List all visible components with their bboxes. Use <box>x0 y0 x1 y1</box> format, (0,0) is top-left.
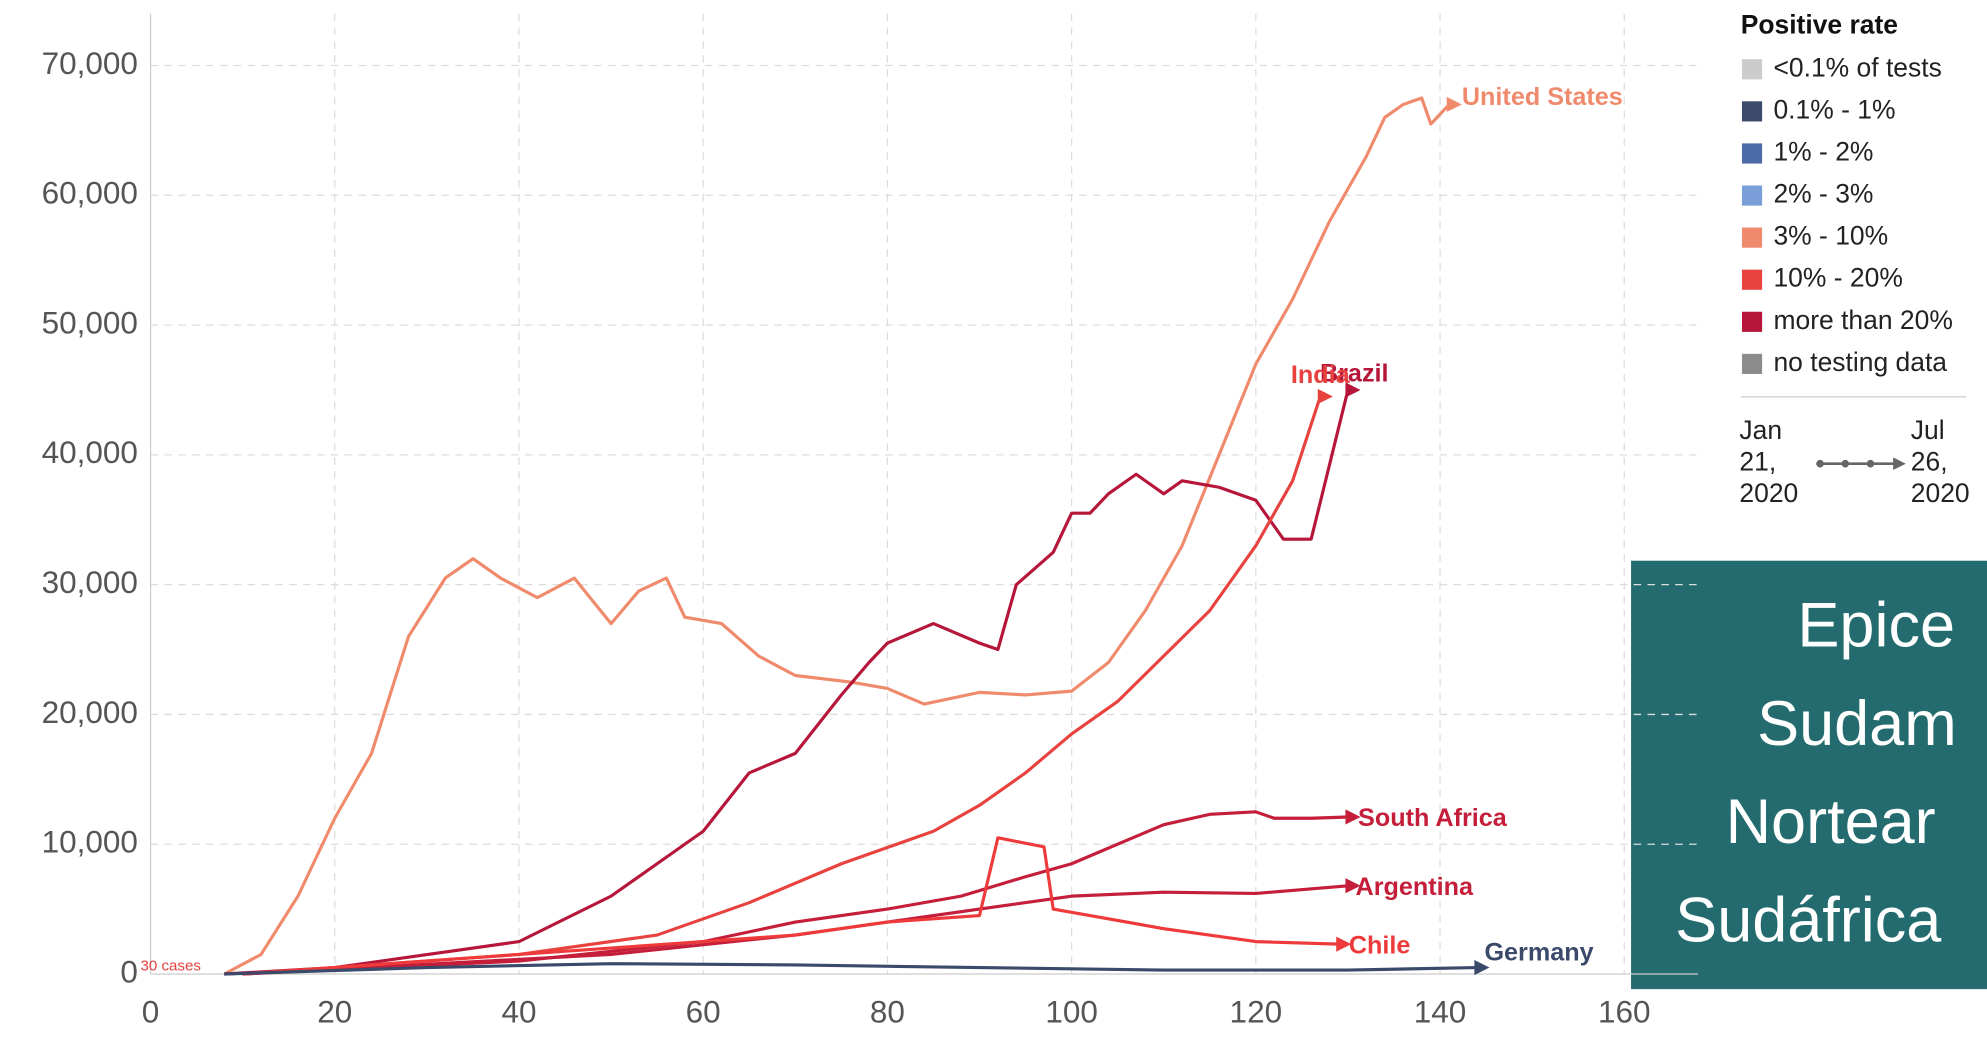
arrow-head <box>1345 382 1361 398</box>
overlay-box <box>1631 560 1987 990</box>
overlay-text: Nortear <box>1726 787 1936 857</box>
time-arrow-head <box>1893 457 1906 470</box>
series-label: India <box>1291 361 1351 389</box>
arrow-head <box>1345 878 1361 894</box>
series-label: South Africa <box>1358 804 1508 832</box>
legend-label: 1% - 2% <box>1773 136 1873 166</box>
y-tick-label: 0 <box>120 953 138 989</box>
x-tick-label: 40 <box>501 994 536 1030</box>
start-label: 30 cases <box>140 957 201 974</box>
y-tick-label: 60,000 <box>42 175 138 211</box>
series-line <box>242 810 1348 976</box>
x-tick-label: 120 <box>1230 994 1283 1030</box>
arrow-head <box>1317 388 1333 405</box>
legend-swatch <box>1741 227 1763 248</box>
series-line <box>223 96 1451 976</box>
legend-label: more than 20% <box>1773 305 1952 335</box>
x-tick-label: 140 <box>1414 994 1467 1030</box>
x-tick-label: 0 <box>142 994 160 1030</box>
legend-label: <0.1% of tests <box>1773 52 1941 82</box>
overlay-text: Sudam <box>1757 689 1957 759</box>
legend-swatch <box>1741 353 1763 374</box>
y-tick-label: 20,000 <box>42 694 138 730</box>
legend-label: 3% - 10% <box>1773 221 1888 251</box>
time-dot <box>1841 459 1850 468</box>
series-line <box>224 389 1350 976</box>
series-label: Brazil <box>1320 360 1389 388</box>
time-end: Jul <box>1911 415 1945 445</box>
arrow-head <box>1336 936 1352 952</box>
time-end: 26, <box>1911 447 1948 477</box>
arrow-head <box>1345 809 1361 825</box>
series-label: Argentina <box>1356 873 1475 901</box>
x-tick-label: 60 <box>686 994 721 1030</box>
arrow-head <box>1446 96 1462 113</box>
series-line <box>242 395 1322 976</box>
time-end: 2020 <box>1911 478 1970 508</box>
legend-title: Positive rate <box>1741 9 1898 39</box>
legend-swatch <box>1741 143 1763 164</box>
x-tick-label: 160 <box>1598 994 1651 1030</box>
y-tick-label: 30,000 <box>42 564 138 600</box>
y-tick-label: 70,000 <box>42 45 138 81</box>
overlay-text: Epice <box>1797 591 1955 661</box>
series-line <box>242 884 1349 976</box>
y-tick-label: 10,000 <box>42 824 138 860</box>
series-label: United States <box>1462 83 1623 111</box>
x-tick-label: 20 <box>317 994 352 1030</box>
arrow-head <box>1474 959 1490 976</box>
time-start: 2020 <box>1739 478 1798 508</box>
y-tick-label: 40,000 <box>42 434 138 470</box>
legend-label: no testing data <box>1773 347 1947 377</box>
legend-label: 10% - 20% <box>1773 263 1902 293</box>
time-dot <box>1866 459 1875 468</box>
time-dot <box>1816 459 1824 468</box>
legend-swatch <box>1741 101 1763 122</box>
y-tick-label: 50,000 <box>42 304 138 340</box>
time-start: 21, <box>1739 447 1776 477</box>
series-line <box>224 962 1477 976</box>
legend-swatch <box>1741 185 1763 206</box>
series-label: Germany <box>1484 938 1593 966</box>
legend-swatch <box>1741 269 1763 290</box>
x-tick-label: 100 <box>1045 994 1098 1030</box>
x-tick-label: 80 <box>870 994 905 1030</box>
time-start: Jan <box>1739 415 1782 445</box>
series-label: Chile <box>1349 931 1411 959</box>
legend-swatch <box>1741 311 1763 332</box>
legend-label: 0.1% - 1% <box>1773 94 1895 124</box>
legend-swatch <box>1741 59 1763 80</box>
legend-label: 2% - 3% <box>1773 179 1873 209</box>
series-line <box>242 836 1339 976</box>
overlay-text: Sudáfrica <box>1675 885 1942 955</box>
